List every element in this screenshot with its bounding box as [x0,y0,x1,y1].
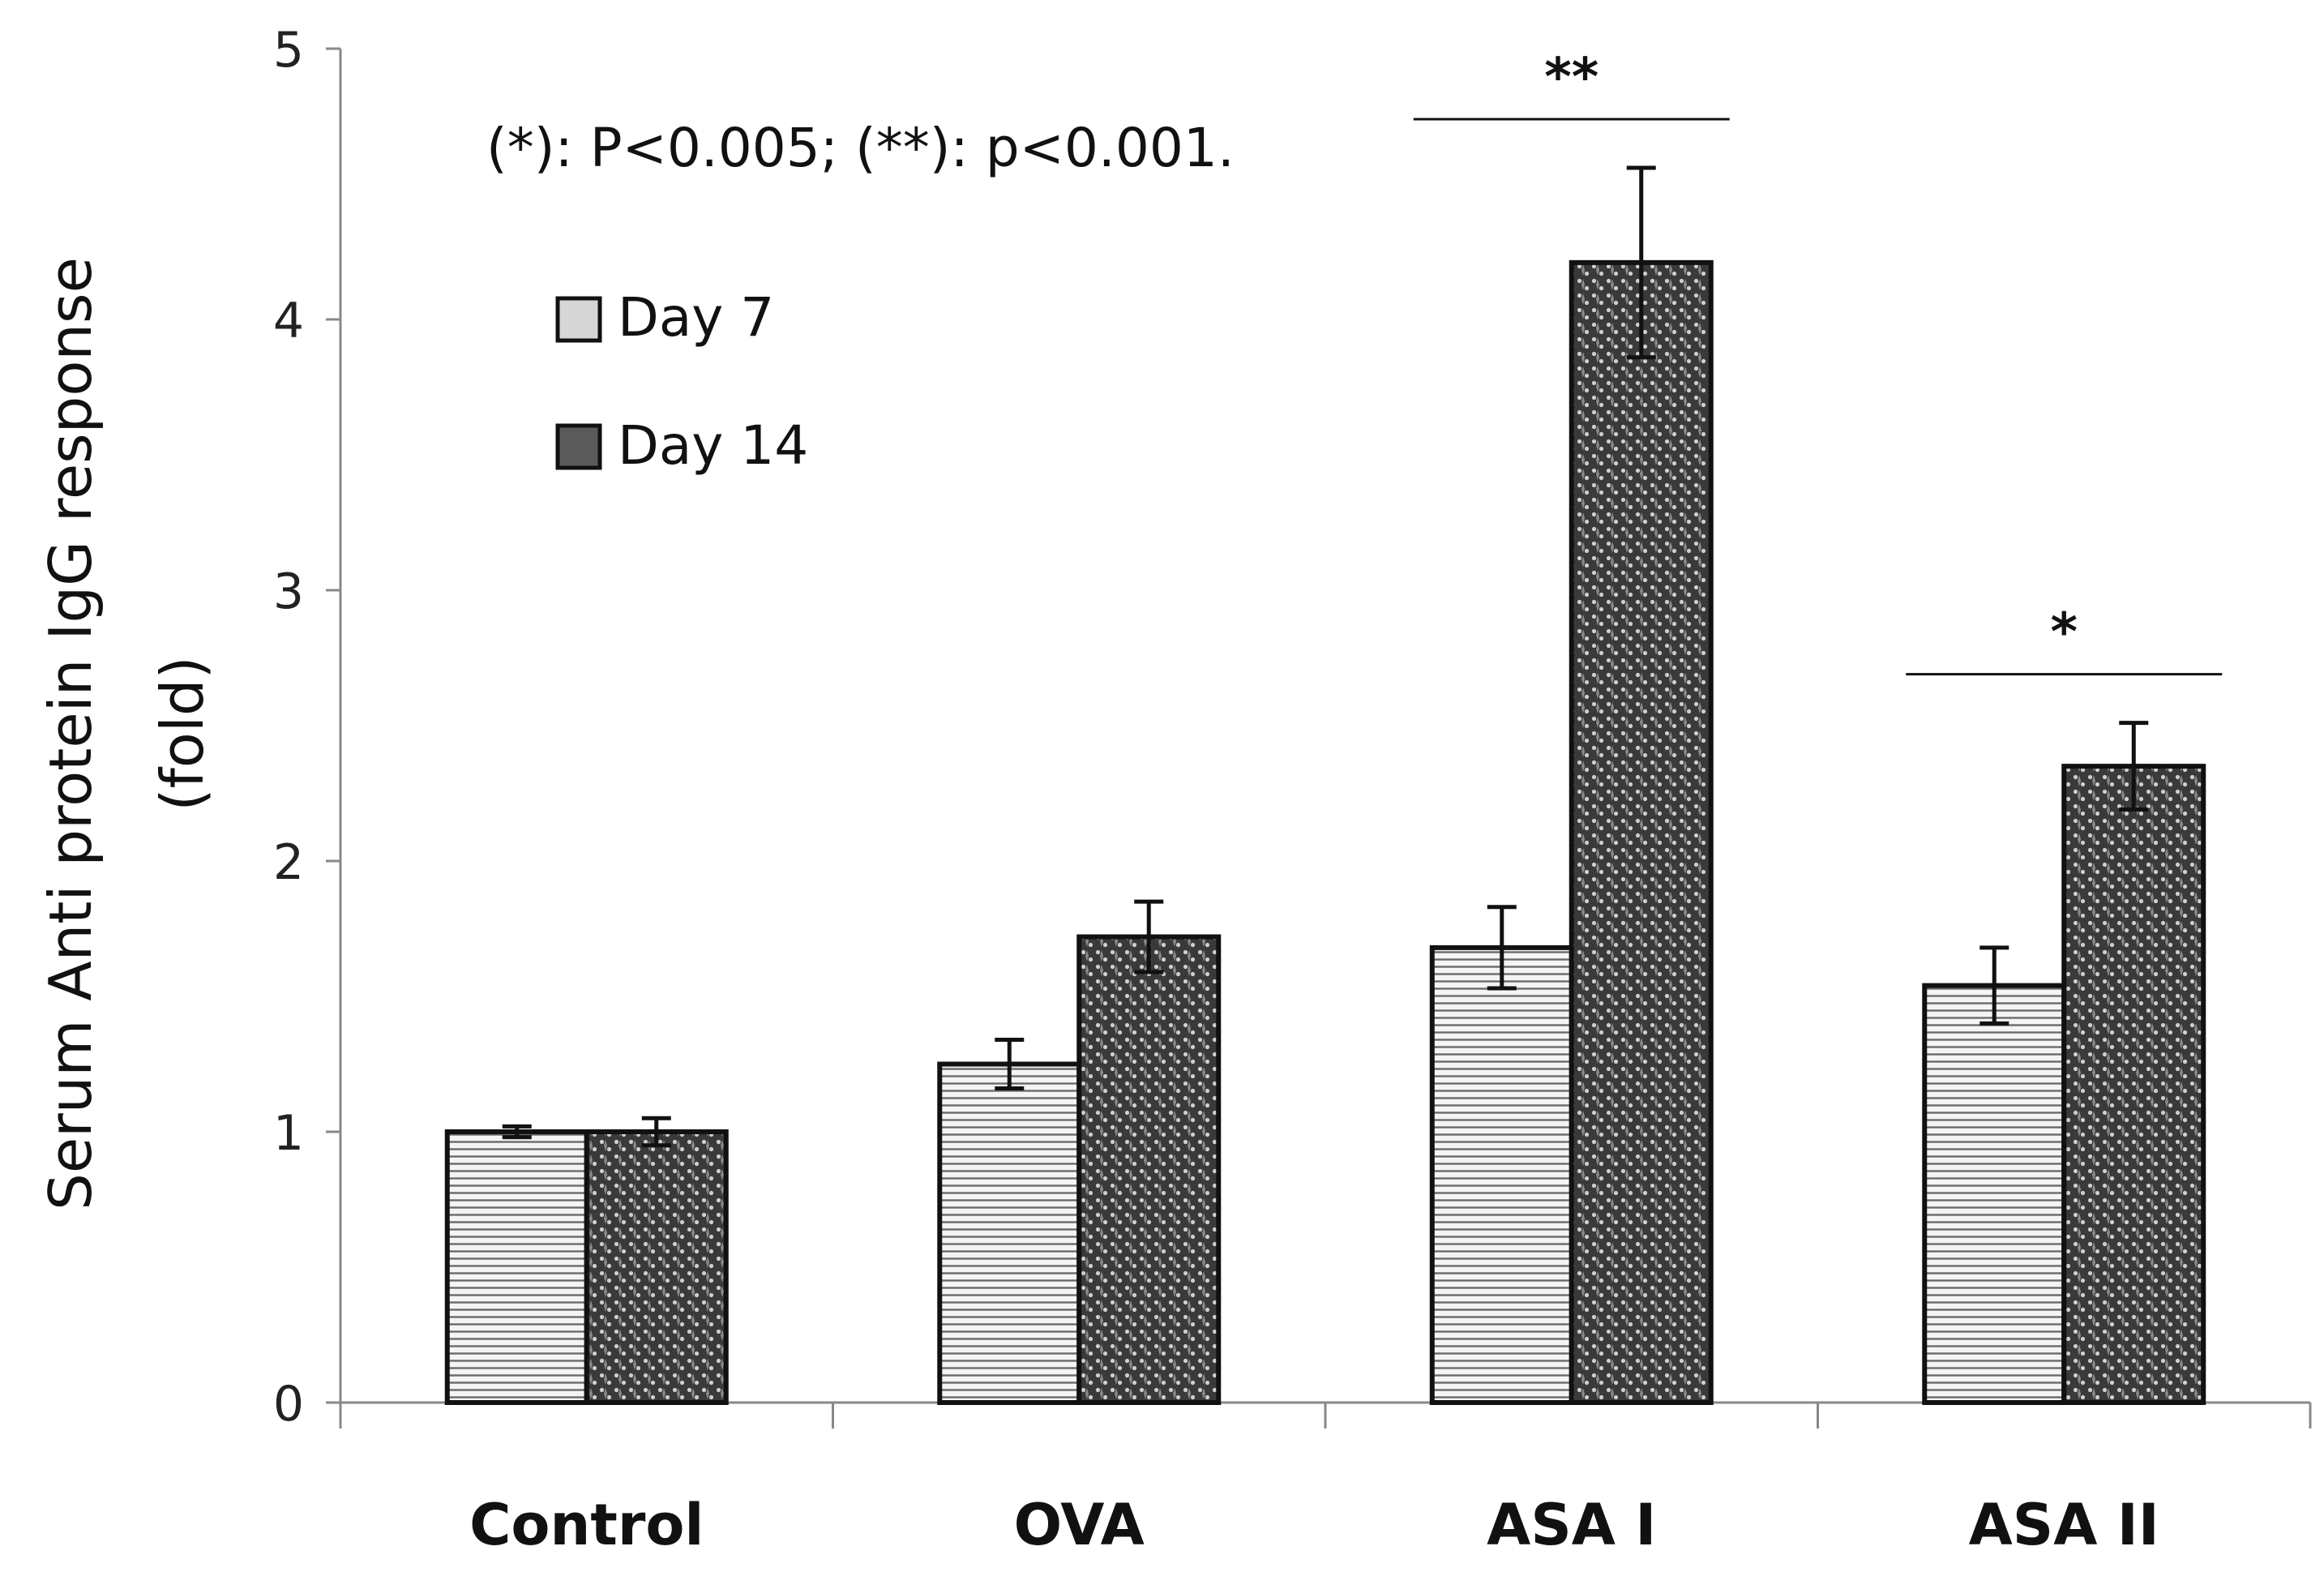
bar-day-14 [1076,934,1222,1405]
legend-label-day14: Day 14 [618,414,808,477]
category-label: ASA II [1969,1492,2159,1558]
bar-day-7 [1429,944,1574,1405]
bar-day-14 [1569,259,1714,1405]
bar-day-7 [1922,983,2067,1405]
y-tick-label: 2 [273,834,304,891]
bar-day-7 [444,1129,589,1405]
axes: 0 1 2 3 4 5 Control OVA ASA I ASA II [273,22,2312,1558]
error-bars [502,165,2149,1148]
legend-swatch-day14 [555,423,602,470]
significance-label: ** [1544,48,1599,108]
bar-day-7 [937,1061,1082,1405]
y-tick-label: 1 [273,1105,304,1162]
y-tick-label: 3 [273,563,304,620]
category-label: OVA [1014,1492,1145,1558]
category-label: Control [469,1492,704,1558]
significance-label: * [2051,603,2078,663]
significance-markers: *** [1413,48,2223,676]
bar-day-14 [584,1129,729,1405]
legend-label-day7: Day 7 [618,286,774,349]
y-tick-label: 4 [273,293,304,349]
legend-swatch-day7 [555,296,602,343]
bars [444,259,2206,1405]
bar-day-14 [2061,764,2206,1405]
y-axis-label-unit: (fold) [148,656,216,811]
legend: Day 7 Day 14 [555,286,808,477]
significance-note: (*): P<0.005; (**): p<0.001. [486,117,1235,179]
y-axis-label: Serum Anti protein IgG response [36,257,105,1210]
y-tick-label: 0 [273,1376,304,1433]
category-label: ASA I [1487,1492,1656,1558]
y-tick-label: 5 [273,22,304,79]
